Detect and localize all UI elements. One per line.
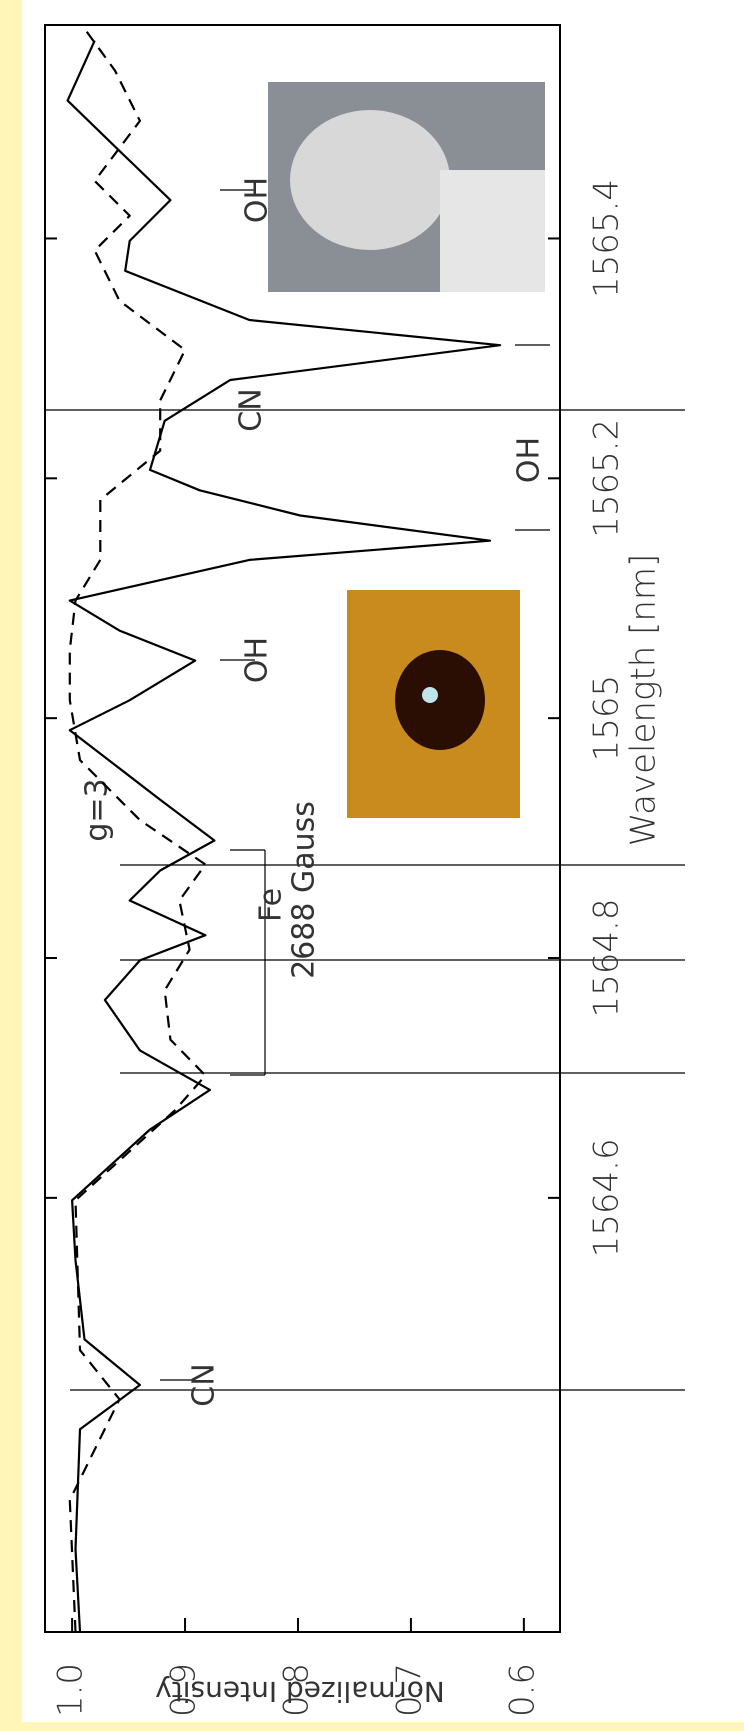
y-tick-label: 1.0: [51, 1663, 91, 1717]
spectrum-line: [66, 40, 502, 1633]
y-tick-label: 0.8: [276, 1663, 316, 1717]
annotation: 2688 Gauss: [287, 801, 322, 979]
portrait-photo: [268, 82, 545, 292]
annotation: OH: [240, 637, 275, 683]
x-tick-label: 1565.4: [587, 179, 627, 298]
x-tick-label: 1565.2: [587, 419, 627, 538]
x-tick-label: 1564.6: [587, 1138, 627, 1257]
plot-frame: [44, 24, 561, 1633]
annotation: OH: [512, 437, 547, 483]
y-tick-label: 0.6: [502, 1663, 542, 1717]
y-axis-label: Normalized Intensity: [155, 1675, 445, 1708]
x-tick-label: 1564.8: [587, 899, 627, 1018]
spectrum-line: [68, 27, 207, 1633]
sunspot-image: [347, 590, 520, 818]
y-tick-label: 0.7: [389, 1663, 429, 1717]
y-tick-label: 0.9: [164, 1663, 204, 1717]
x-axis-label: Wavelength [nm]: [624, 554, 664, 847]
marker-lines: [45, 189, 685, 1391]
annotation: CN: [234, 388, 269, 431]
x-tick-label: 1565: [587, 675, 627, 762]
annotation: CN: [187, 1363, 222, 1406]
annotation: Fe: [254, 888, 289, 922]
annotation: OH: [240, 177, 275, 223]
